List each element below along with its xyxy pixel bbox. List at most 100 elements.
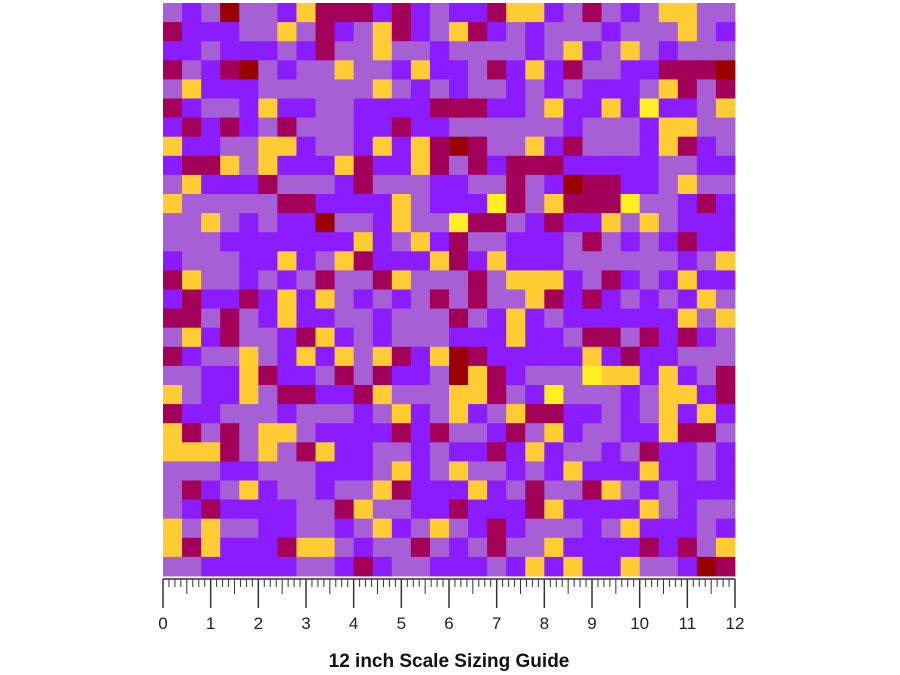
pattern-cell	[220, 270, 240, 290]
pattern-cell	[391, 3, 412, 23]
pattern-cell	[163, 423, 183, 443]
pattern-cell	[315, 41, 335, 61]
pattern-cell	[182, 3, 202, 23]
pattern-cell	[239, 518, 259, 539]
pattern-cell	[677, 385, 698, 405]
pattern-cell	[410, 270, 431, 290]
pattern-cell	[258, 537, 278, 558]
pattern-cell	[696, 537, 717, 558]
pattern-cell	[525, 155, 545, 176]
pattern-cell	[239, 289, 259, 309]
pattern-cell	[506, 442, 526, 462]
pattern-cell	[391, 79, 412, 99]
pattern-cell	[658, 480, 679, 500]
pattern-cell	[353, 442, 374, 462]
pattern-cell	[372, 327, 393, 348]
pattern-cell	[658, 174, 679, 195]
pattern-cell	[429, 537, 450, 558]
pattern-cell	[715, 289, 736, 309]
pattern-cell	[220, 365, 240, 386]
pattern-cell	[277, 79, 297, 99]
pattern-cell	[258, 308, 278, 329]
pattern-cell	[182, 232, 202, 252]
pattern-cell	[372, 117, 393, 138]
pattern-cell	[353, 365, 374, 386]
pattern-cell	[563, 79, 583, 99]
pattern-cell	[487, 442, 507, 462]
pattern-cell	[429, 423, 450, 443]
pattern-cell	[658, 423, 679, 443]
pattern-cell	[296, 556, 316, 577]
pattern-cell	[487, 461, 507, 481]
pattern-cell	[715, 22, 736, 42]
pattern-cell	[410, 22, 431, 42]
pattern-cell	[715, 537, 736, 558]
pattern-cell	[449, 442, 469, 462]
pattern-cell	[696, 22, 717, 42]
pattern-cell	[544, 174, 564, 195]
pattern-cell	[601, 404, 621, 424]
pattern-cell	[201, 327, 221, 348]
pattern-cell	[468, 308, 488, 329]
pattern-cell	[601, 213, 621, 233]
pattern-cell	[525, 251, 545, 271]
pattern-cell	[182, 79, 202, 99]
pattern-cell	[506, 346, 526, 367]
pattern-cell	[353, 41, 374, 61]
pattern-cell	[639, 537, 660, 558]
pattern-cell	[201, 308, 221, 329]
pattern-cell	[487, 155, 507, 176]
pattern-cell	[239, 194, 259, 214]
pattern-cell	[582, 136, 602, 157]
pattern-cell	[410, 537, 431, 558]
pattern-cell	[658, 22, 679, 42]
pattern-cell	[296, 174, 316, 195]
pattern-cell	[525, 22, 545, 42]
pattern-cell	[715, 385, 736, 405]
pattern-cell	[296, 480, 316, 500]
pattern-cell	[696, 289, 717, 309]
pattern-cell	[353, 308, 374, 329]
pattern-cell	[525, 270, 545, 290]
pattern-cell	[715, 518, 736, 539]
pattern-cell	[582, 232, 602, 252]
pattern-cell	[677, 480, 698, 500]
pattern-cell	[525, 79, 545, 99]
pattern-cell	[163, 365, 183, 386]
pattern-cell	[372, 423, 393, 443]
pattern-cell	[677, 518, 698, 539]
pattern-cell	[639, 289, 660, 309]
pattern-cell	[582, 499, 602, 520]
pattern-cell	[449, 79, 469, 99]
pattern-cell	[334, 194, 355, 214]
pattern-cell	[372, 98, 393, 118]
pattern-cell	[220, 136, 240, 157]
pattern-cell	[220, 423, 240, 443]
pattern-cell	[715, 117, 736, 138]
pattern-cell	[220, 442, 240, 462]
pattern-cell	[506, 308, 526, 329]
pattern-cell	[487, 346, 507, 367]
pattern-cell	[391, 136, 412, 157]
pattern-cell	[487, 60, 507, 80]
pattern-cell	[544, 518, 564, 539]
pattern-cell	[449, 117, 469, 138]
pattern-cell	[639, 117, 660, 138]
pattern-cell	[334, 385, 355, 405]
pattern-cell	[182, 136, 202, 157]
pattern-cell	[468, 327, 488, 348]
pattern-cell	[525, 213, 545, 233]
pattern-cell	[506, 79, 526, 99]
pattern-cell	[582, 213, 602, 233]
pattern-cell	[601, 461, 621, 481]
pattern-cell	[258, 346, 278, 367]
pattern-cell	[372, 365, 393, 386]
pattern-cell	[677, 556, 698, 577]
pattern-cell	[315, 3, 335, 23]
pattern-cell	[715, 79, 736, 99]
pattern-cell	[296, 251, 316, 271]
pattern-cell	[601, 518, 621, 539]
pattern-cell	[525, 404, 545, 424]
pattern-cell	[391, 174, 412, 195]
pattern-cell	[639, 3, 660, 23]
